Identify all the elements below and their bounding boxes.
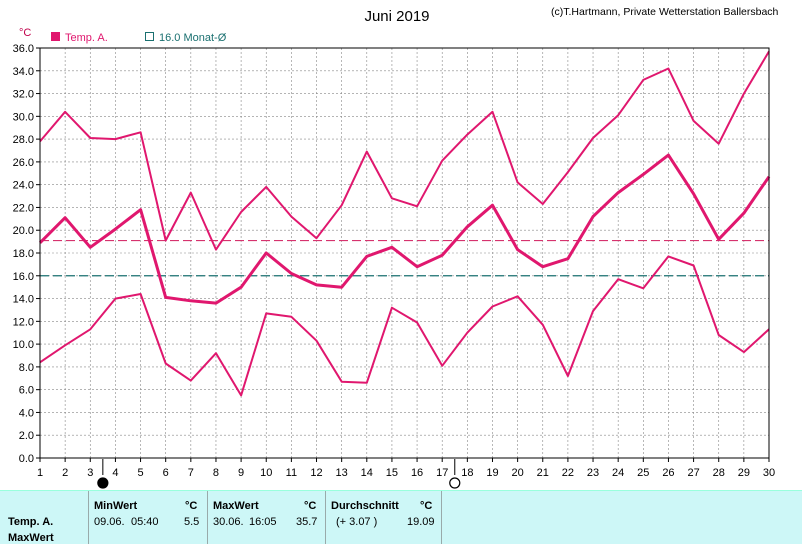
y-tick-label: 32.0 (13, 89, 34, 101)
x-tick-label: 15 (386, 467, 398, 479)
x-tick-label: 5 (137, 467, 143, 479)
max-date: 30.06. (213, 516, 244, 528)
x-tick-label: 26 (662, 467, 674, 479)
min-date: 09.06. (94, 516, 125, 528)
stat-separator (325, 491, 326, 544)
y-axis-ticks: 0.0 2.0 4.0 6.0 8.0 10.0 12.0 14.0 16.0 18.0 20.0 2… (13, 43, 40, 465)
x-tick-label: 14 (361, 467, 373, 479)
y-tick-label: 6.0 (19, 385, 34, 397)
avg-unit: °C (420, 500, 433, 512)
stat-separator (441, 491, 442, 544)
x-tick-label: 29 (738, 467, 750, 479)
y-tick-label: 30.0 (13, 111, 34, 123)
x-tick-label: 2 (62, 467, 68, 479)
avg-value: 19.09 (407, 516, 435, 528)
x-tick-label: 24 (612, 467, 624, 479)
min-unit: °C (185, 500, 198, 512)
x-tick-label: 27 (687, 467, 699, 479)
reference-lines (40, 239, 769, 277)
y-tick-label: 34.0 (13, 66, 34, 78)
stat-separator (88, 491, 89, 544)
x-tick-label: 1 (37, 467, 43, 479)
legend-avg-label: 16.0 Monat-Ø (159, 32, 227, 44)
series-line-min (39, 255, 770, 397)
y-tick-label: 2.0 (19, 430, 34, 442)
x-tick-label: 21 (537, 467, 549, 479)
stat-row-label-2: MaxWert (8, 532, 54, 544)
series-line-mean (38, 153, 771, 305)
max-header: MaxWert (213, 500, 259, 512)
y-tick-label: 12.0 (13, 316, 34, 328)
x-tick-label: 19 (486, 467, 498, 479)
min-time: 05:40 (131, 516, 159, 528)
y-tick-label: 26.0 (13, 157, 34, 169)
x-tick-label: 22 (562, 467, 574, 479)
y-tick-label: 14.0 (13, 294, 34, 306)
x-tick-label: 28 (713, 467, 725, 479)
y-tick-label: 36.0 (13, 43, 34, 55)
x-axis-ticks: 1 2 3 4 5 6 7 8 9 10 11 12 13 14 15 16 17 18 19 20 21 22 23 24 2… (37, 458, 775, 479)
y-tick-label: 4.0 (19, 407, 34, 419)
legend-avg-swatch (145, 32, 154, 41)
max-time: 16:05 (249, 516, 277, 528)
y-tick-label: 22.0 (13, 202, 34, 214)
y-tick-label: 16.0 (13, 271, 34, 283)
y-tick-label: 10.0 (13, 339, 34, 351)
x-tick-label: 20 (511, 467, 523, 479)
series-line-max (39, 50, 770, 251)
x-tick-label: 3 (87, 467, 93, 479)
min-value: 5.5 (184, 516, 200, 528)
y-tick-label: 18.0 (13, 248, 34, 260)
x-tick-label: 6 (163, 467, 169, 479)
x-tick-label: 9 (238, 467, 244, 479)
avg-diff: (+ 3.07 ) (336, 516, 378, 528)
y-tick-label: 8.0 (19, 362, 34, 374)
x-tick-label: 18 (461, 467, 473, 479)
new-moon-icon (97, 477, 109, 489)
y-unit-label: °C (19, 27, 31, 39)
max-unit: °C (304, 500, 317, 512)
series-lines (38, 50, 771, 397)
x-tick-label: 17 (436, 467, 448, 479)
x-tick-label: 30 (763, 467, 775, 479)
chart-title: Juni 2019 (364, 8, 429, 25)
avg-header: Durchschnitt (331, 500, 399, 512)
x-tick-label: 25 (637, 467, 649, 479)
statistics-panel: Temp. A. MaxWert MinWert °C 09.06. 05:40… (0, 490, 802, 544)
full-moon-icon (449, 477, 461, 489)
x-tick-label: 4 (112, 467, 118, 479)
temperature-chart: Juni 2019 (c)T.Hartmann, Private Wetters… (13, 6, 779, 489)
x-tick-label: 16 (411, 467, 423, 479)
y-tick-label: 24.0 (13, 180, 34, 192)
grid (40, 48, 769, 458)
y-tick-label: 20.0 (13, 225, 34, 237)
x-tick-label: 12 (310, 467, 322, 479)
moon-phases (97, 459, 461, 489)
legend-temp-swatch (51, 32, 60, 41)
legend-temp-label: Temp. A. (65, 32, 108, 44)
x-tick-label: 11 (286, 467, 297, 479)
y-tick-label: 0.0 (19, 453, 34, 465)
stat-row-label: Temp. A. (8, 516, 54, 528)
x-tick-label: 23 (587, 467, 599, 479)
min-header: MinWert (94, 500, 138, 512)
x-tick-label: 10 (260, 467, 272, 479)
x-tick-label: 7 (188, 467, 194, 479)
stat-separator (207, 491, 208, 544)
x-tick-label: 13 (336, 467, 348, 479)
x-tick-label: 8 (213, 467, 219, 479)
credit-text: (c)T.Hartmann, Private Wetterstation Bal… (551, 6, 779, 18)
y-tick-label: 28.0 (13, 134, 34, 146)
max-value: 35.7 (296, 516, 318, 528)
